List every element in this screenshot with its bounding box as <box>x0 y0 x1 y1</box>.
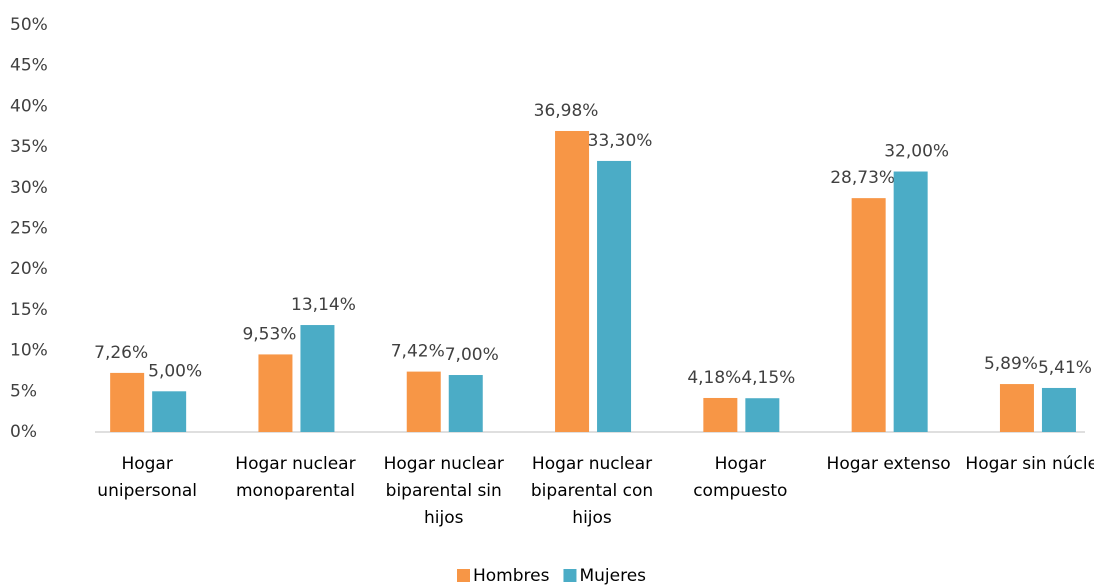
data-label: 7,00% <box>445 345 499 365</box>
bar <box>1041 387 1076 432</box>
legend-swatch <box>563 569 577 582</box>
bar <box>745 398 780 432</box>
y-tick-label: 40% <box>10 96 48 116</box>
y-tick-label: 25% <box>10 219 48 239</box>
data-label: 4,15% <box>741 368 795 388</box>
x-tick-label: Hogar sin núcleo <box>965 454 1094 474</box>
data-label: 7,26% <box>94 343 148 363</box>
y-tick-label: 35% <box>10 137 48 157</box>
data-label: 5,89% <box>984 354 1038 374</box>
data-label: 28,73% <box>830 168 895 188</box>
data-label: 32,00% <box>884 142 949 162</box>
data-label: 7,42% <box>391 342 445 362</box>
bar <box>999 384 1034 432</box>
y-tick-label: 20% <box>10 259 48 279</box>
x-tick-label: Hogar extenso <box>826 454 951 474</box>
bar <box>448 375 483 432</box>
bar <box>851 198 886 432</box>
y-tick-label: 30% <box>10 178 48 198</box>
legend-swatch <box>457 569 470 582</box>
data-label: 13,14% <box>291 295 356 315</box>
data-label: 5,41% <box>1038 358 1092 378</box>
bar <box>152 391 187 432</box>
data-label: 9,53% <box>242 324 296 344</box>
x-tick-label: Hogar unipersonal <box>97 454 197 501</box>
data-label: 4,18% <box>687 368 741 388</box>
bar <box>258 354 293 432</box>
legend-label: Hombres <box>473 566 550 585</box>
data-label: 36,98% <box>534 101 599 121</box>
bar <box>555 130 590 433</box>
y-tick-label: 10% <box>10 341 48 361</box>
x-tick-label: Hogar nuclear biparental con hijos <box>530 454 654 528</box>
bar <box>597 160 632 433</box>
y-tick-label: 0% <box>10 422 37 442</box>
data-label: 33,30% <box>588 131 653 151</box>
data-label: 5,00% <box>148 361 202 381</box>
bar <box>406 371 441 432</box>
x-tick-label: Hogar nuclear biparental sin hijos <box>383 454 504 528</box>
bar <box>893 171 928 432</box>
y-tick-label: 50% <box>10 15 48 35</box>
x-tick-label: Hogar compuesto <box>693 454 788 501</box>
bar <box>110 372 145 432</box>
bar <box>703 397 738 432</box>
y-tick-label: 15% <box>10 300 48 320</box>
legend-label: Mujeres <box>579 566 646 585</box>
y-tick-label: 5% <box>10 381 37 401</box>
x-tick-label: Hogar nuclear monoparental <box>235 454 356 501</box>
bar <box>300 325 335 432</box>
y-tick-label: 45% <box>10 56 48 76</box>
